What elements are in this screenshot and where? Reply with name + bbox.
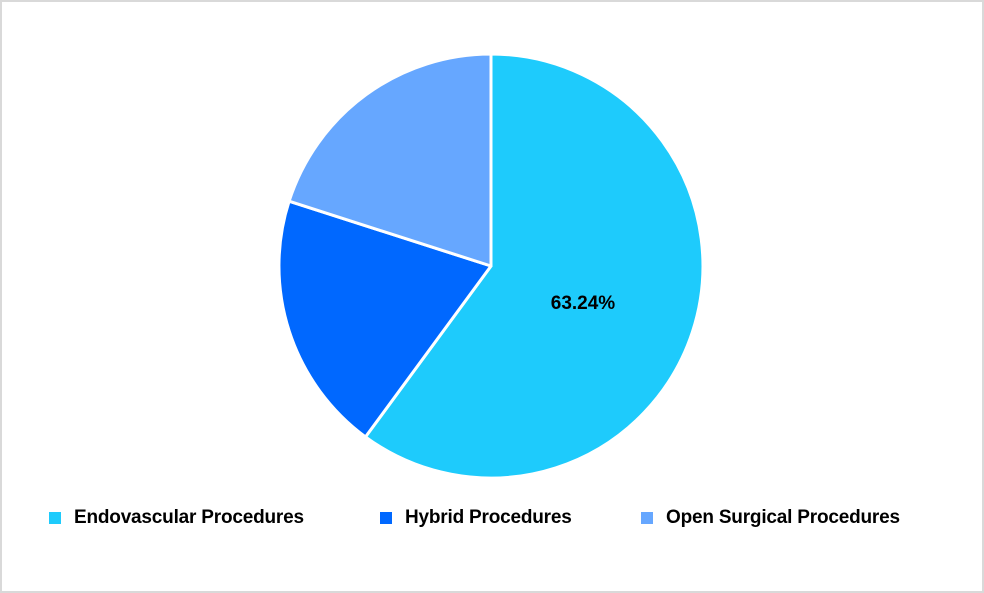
legend-item-endovascular[interactable]: Endovascular Procedures <box>49 504 304 532</box>
data-label-endovascular: 63.24% <box>551 293 616 314</box>
legend-swatch-endovascular <box>49 512 61 524</box>
pie-slice-hybrid[interactable] <box>277 199 493 439</box>
legend: Endovascular Procedures Hybrid Procedure… <box>0 504 984 532</box>
legend-item-open-surgical[interactable]: Open Surgical Procedures <box>641 504 900 532</box>
legend-swatch-hybrid <box>380 512 392 524</box>
legend-label: Open Surgical Procedures <box>666 507 900 528</box>
legend-label: Hybrid Procedures <box>405 507 572 528</box>
pie-slice-open-surgical[interactable] <box>287 52 493 268</box>
legend-label: Endovascular Procedures <box>74 507 304 528</box>
legend-item-hybrid[interactable]: Hybrid Procedures <box>380 504 572 532</box>
legend-swatch-open-surgical <box>641 512 653 524</box>
pie-slice-endovascular[interactable] <box>364 52 705 480</box>
